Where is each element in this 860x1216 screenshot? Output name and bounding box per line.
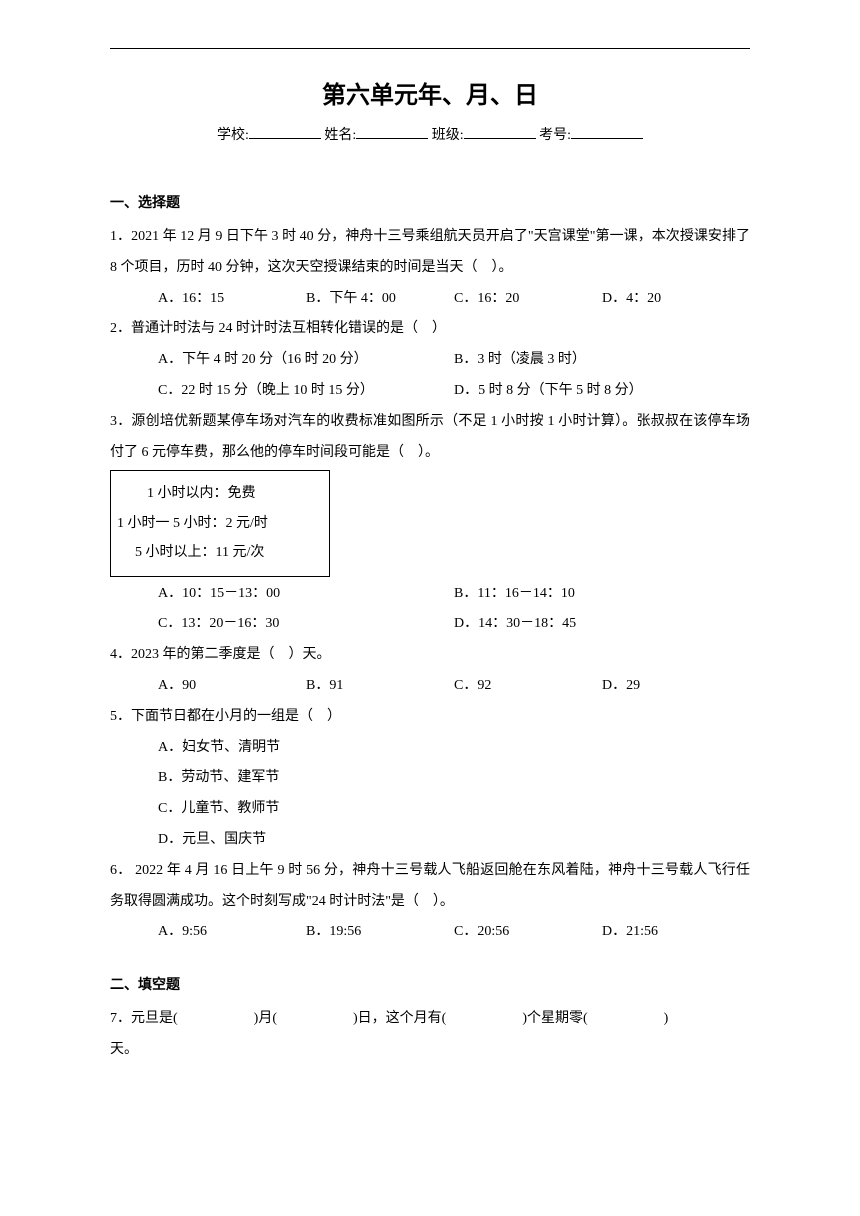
page-content: 第六单元年、月、日 学校: 姓名: 班级: 考号: 一、选择题 1．2021 年… [0,0,860,1106]
q1-opt-b[interactable]: B．下午 4：00 [306,284,454,315]
q5-opt-c[interactable]: C．儿童节、教师节 [110,794,750,825]
fee-line-1: 1 小时以内：免费 [113,479,327,508]
q6-opt-a[interactable]: A．9:56 [158,917,306,948]
q7-line2: 天。 [110,1035,750,1066]
q4-opt-a[interactable]: A．90 [158,671,306,702]
spacer [110,948,750,974]
section-1-head: 一、选择题 [110,192,750,212]
q1-opt-a[interactable]: A．16：15 [158,284,306,315]
q7-part-a: 7．元旦是( [110,1011,178,1026]
label-class: 班级: [432,128,464,143]
q2-opt-d[interactable]: D．5 时 8 分（下午 5 时 8 分） [454,376,750,407]
q3-opt-d[interactable]: D．14：30－18：45 [454,609,750,640]
label-school: 学校: [217,128,249,143]
question-6-options: A．9:56 B．19:56 C．20:56 D．21:56 [110,917,750,948]
question-3: 3．源创培优新题某停车场对汽车的收费标准如图所示（不足 1 小时按 1 小时计算… [110,407,750,469]
question-1-options: A．16：15 B．下午 4：00 C．16：20 D．4：20 [110,284,750,315]
q6-opt-b[interactable]: B．19:56 [306,917,454,948]
question-7: 7．元旦是( )月( )日，这个月有( )个星期零() [110,1004,750,1035]
blank-school[interactable] [249,125,321,139]
question-4-options: A．90 B．91 C．92 D．29 [110,671,750,702]
q1-opt-d[interactable]: D．4：20 [602,284,750,315]
q7-part-c: )日，这个月有( [353,1011,446,1026]
q1-opt-c[interactable]: C．16：20 [454,284,602,315]
q4-opt-b[interactable]: B．91 [306,671,454,702]
q4-opt-c[interactable]: C．92 [454,671,602,702]
meta-line: 学校: 姓名: 班级: 考号: [110,124,750,144]
q6-opt-d[interactable]: D．21:56 [602,917,750,948]
page-title: 第六单元年、月、日 [110,75,750,110]
question-3-options-row1: A．10：15－13：00 B．11：16－14：10 [110,579,750,610]
q7-part-e: ) [664,1011,669,1026]
section-2-head: 二、填空题 [110,974,750,994]
label-examno: 考号: [539,128,571,143]
question-2-options-row1: A．下午 4 时 20 分（16 时 20 分） B．3 时（凌晨 3 时） [110,345,750,376]
blank-examno[interactable] [571,125,643,139]
question-6: 6． 2022 年 4 月 16 日上午 9 时 56 分，神舟十三号载人飞船返… [110,856,750,918]
question-2-options-row2: C．22 时 15 分（晚上 10 时 15 分） D．5 时 8 分（下午 5… [110,376,750,407]
q2-opt-c[interactable]: C．22 时 15 分（晚上 10 时 15 分） [158,376,454,407]
q6-opt-c[interactable]: C．20:56 [454,917,602,948]
fee-line-3: 5 小时以上：11 元/次 [113,538,327,567]
q5-opt-a[interactable]: A．妇女节、清明节 [110,733,750,764]
q4-opt-d[interactable]: D．29 [602,671,750,702]
question-2: 2．普通计时法与 24 时计时法互相转化错误的是（ ） [110,314,750,345]
question-4: 4．2023 年的第二季度是（ ）天。 [110,640,750,671]
q3-opt-b[interactable]: B．11：16－14：10 [454,579,750,610]
label-name: 姓名: [324,128,356,143]
blank-name[interactable] [356,125,428,139]
fee-box: 1 小时以内：免费 1 小时一 5 小时：2 元/时 5 小时以上：11 元/次 [110,470,330,576]
fee-line-2: 1 小时一 5 小时：2 元/时 [113,509,327,538]
q7-part-b: )月( [254,1011,277,1026]
question-5: 5．下面节日都在小月的一组是（ ） [110,702,750,733]
top-rule [110,48,750,49]
q2-opt-b[interactable]: B．3 时（凌晨 3 时） [454,345,750,376]
blank-class[interactable] [464,125,536,139]
q3-opt-c[interactable]: C．13：20－16：30 [158,609,454,640]
q5-opt-d[interactable]: D．元旦、国庆节 [110,825,750,856]
q3-opt-a[interactable]: A．10：15－13：00 [158,579,454,610]
question-3-options-row2: C．13：20－16：30 D．14：30－18：45 [110,609,750,640]
q5-opt-b[interactable]: B．劳动节、建军节 [110,763,750,794]
q2-opt-a[interactable]: A．下午 4 时 20 分（16 时 20 分） [158,345,454,376]
question-1: 1．2021 年 12 月 9 日下午 3 时 40 分，神舟十三号乘组航天员开… [110,222,750,284]
q7-part-d: )个星期零( [522,1011,587,1026]
